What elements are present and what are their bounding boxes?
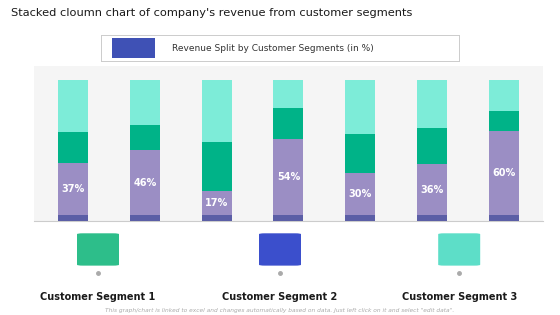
Text: Customer Segment 3: Customer Segment 3 <box>402 292 517 302</box>
Text: 37%: 37% <box>62 184 85 194</box>
Bar <box>130 125 160 150</box>
Bar <box>417 164 447 215</box>
Text: Revenue Split by Customer Segments (in %): Revenue Split by Customer Segments (in %… <box>172 43 374 53</box>
Text: 60%: 60% <box>492 168 515 178</box>
Bar <box>273 139 304 215</box>
Bar <box>58 215 88 220</box>
Bar <box>417 128 447 164</box>
Text: 17%: 17% <box>205 198 228 208</box>
Bar <box>130 215 160 220</box>
Bar <box>202 142 232 191</box>
Bar <box>58 80 88 132</box>
Text: 30%: 30% <box>348 189 372 199</box>
FancyBboxPatch shape <box>77 233 119 266</box>
Bar <box>489 111 519 131</box>
FancyBboxPatch shape <box>0 225 560 315</box>
Bar <box>130 150 160 215</box>
Bar <box>417 80 447 128</box>
Text: Customer Segment 1: Customer Segment 1 <box>40 292 156 302</box>
Bar <box>130 80 160 125</box>
Text: 46%: 46% <box>133 178 156 188</box>
Bar <box>489 131 519 215</box>
Text: This graph/chart is linked to excel and changes automatically based on data. Jus: This graph/chart is linked to excel and … <box>105 308 455 313</box>
FancyBboxPatch shape <box>259 233 301 266</box>
Bar <box>202 191 232 215</box>
FancyBboxPatch shape <box>111 38 155 58</box>
Bar <box>202 215 232 220</box>
Text: 54%: 54% <box>277 172 300 182</box>
Bar <box>273 108 304 139</box>
Bar <box>417 215 447 220</box>
Bar <box>58 132 88 163</box>
FancyBboxPatch shape <box>438 233 480 266</box>
Text: 36%: 36% <box>421 185 444 195</box>
Text: Customer Segment 2: Customer Segment 2 <box>222 292 338 302</box>
Bar <box>345 173 375 215</box>
Bar <box>345 134 375 173</box>
Bar <box>202 80 232 142</box>
Bar <box>273 80 304 108</box>
Bar <box>489 215 519 220</box>
Bar <box>345 80 375 134</box>
Text: Stacked cloumn chart of company's revenue from customer segments: Stacked cloumn chart of company's revenu… <box>11 8 413 18</box>
Bar <box>345 215 375 220</box>
Bar <box>489 80 519 111</box>
Bar <box>58 163 88 215</box>
Bar <box>273 215 304 220</box>
